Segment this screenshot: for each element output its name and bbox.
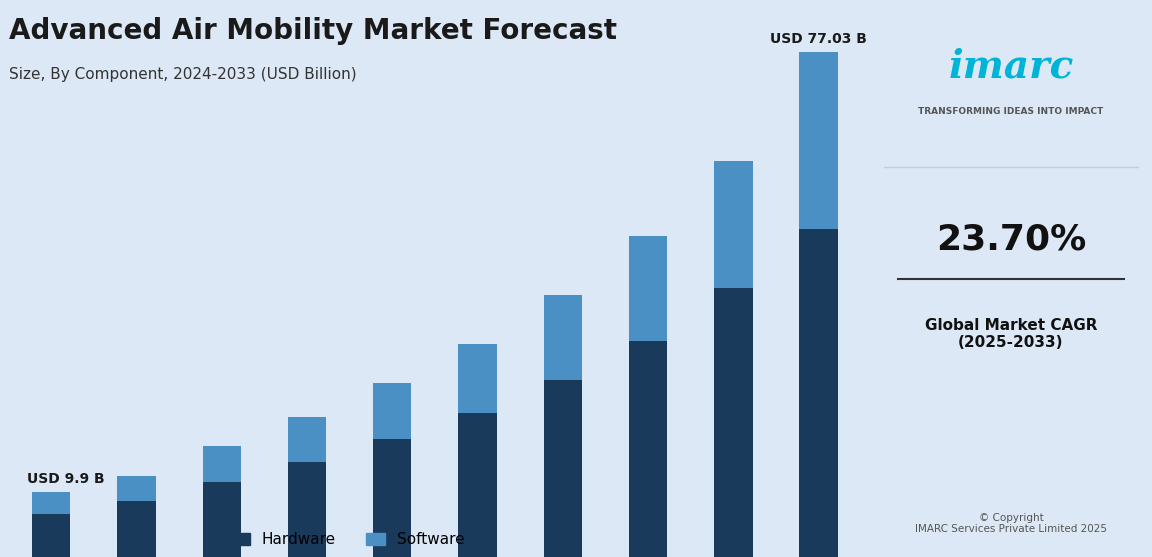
- Text: USD 9.9 B: USD 9.9 B: [28, 472, 105, 486]
- Bar: [373, 383, 411, 439]
- Text: © Copyright
IMARC Services Private Limited 2025: © Copyright IMARC Services Private Limit…: [915, 513, 1107, 534]
- Bar: [118, 476, 156, 501]
- Bar: [288, 462, 326, 557]
- Bar: [288, 417, 326, 462]
- Bar: [629, 341, 667, 557]
- Bar: [32, 515, 70, 557]
- Text: TRANSFORMING IDEAS INTO IMPACT: TRANSFORMING IDEAS INTO IMPACT: [918, 107, 1104, 116]
- Bar: [458, 413, 497, 557]
- Bar: [799, 52, 838, 229]
- Bar: [203, 446, 241, 482]
- Bar: [32, 492, 70, 515]
- Text: Size, By Component, 2024-2033 (USD Billion): Size, By Component, 2024-2033 (USD Billi…: [9, 67, 356, 82]
- Text: Advanced Air Mobility Market Forecast: Advanced Air Mobility Market Forecast: [9, 17, 616, 45]
- Bar: [544, 295, 582, 380]
- Text: 23.70%: 23.70%: [935, 222, 1086, 257]
- Bar: [373, 439, 411, 557]
- Bar: [629, 236, 667, 341]
- Bar: [714, 160, 752, 289]
- Text: Global Market CAGR
(2025-2033): Global Market CAGR (2025-2033): [925, 318, 1097, 350]
- Text: USD 77.03 B: USD 77.03 B: [771, 32, 867, 46]
- Bar: [714, 289, 752, 557]
- Bar: [799, 229, 838, 557]
- Bar: [203, 482, 241, 557]
- Legend: Hardware, Software: Hardware, Software: [223, 525, 472, 555]
- Bar: [118, 501, 156, 557]
- Text: imarc: imarc: [948, 48, 1074, 86]
- Bar: [544, 380, 582, 557]
- Bar: [458, 344, 497, 413]
